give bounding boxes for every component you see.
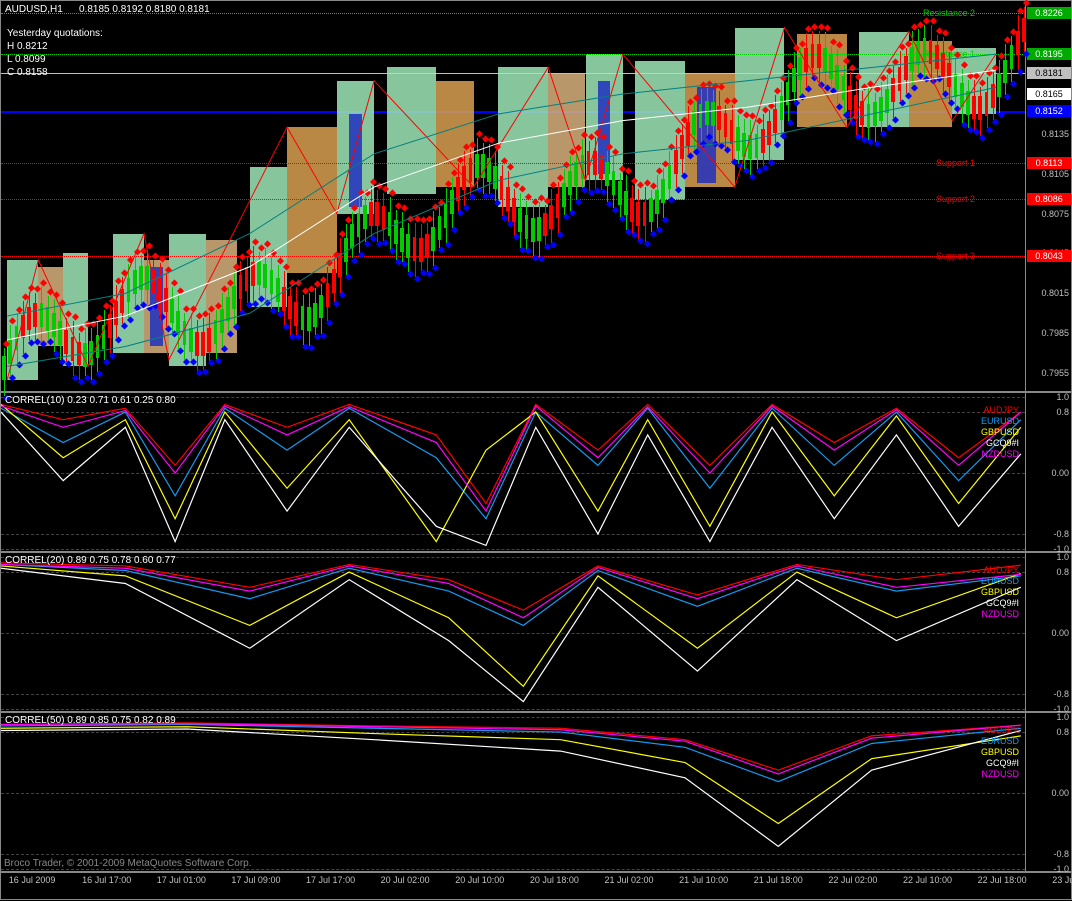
correl-legend: AUDJPYEURUSDGBPUSDGCQ9#INZDUSD xyxy=(981,725,1019,780)
correl20-title: CORREL(20) 0.89 0.75 0.78 0.60 0.77 xyxy=(5,555,176,566)
symbol-header: AUDUSD,H1 xyxy=(5,4,63,15)
correl10-title: CORREL(10) 0.23 0.71 0.61 0.25 0.80 xyxy=(5,395,176,406)
time-axis: 16 Jul 200916 Jul 17:0017 Jul 01:0017 Ju… xyxy=(0,872,1072,900)
correl50-panel[interactable]: -1.0-0.80.000.81.0 CORREL(50) 0.89 0.85 … xyxy=(0,712,1072,872)
correl50-title: CORREL(50) 0.89 0.85 0.75 0.82 0.89 xyxy=(5,715,176,726)
copyright: Broco Trader, © 2001-2009 MetaQuotes Sof… xyxy=(4,858,252,869)
correl10-panel[interactable]: -1.0-0.80.000.81.0 CORREL(10) 0.23 0.71 … xyxy=(0,392,1072,552)
correl-legend: AUDJPYEURUSDGBPUSDGCQ9#INZDUSD xyxy=(981,405,1019,460)
correl20-panel[interactable]: -1.0-0.80.000.81.0 CORREL(20) 0.89 0.75 … xyxy=(0,552,1072,712)
ohlc-header: 0.8185 0.8192 0.8180 0.8181 xyxy=(79,4,210,15)
main-price-chart[interactable]: Resistance 2Resistance 1Support 1Support… xyxy=(0,0,1072,392)
correl-legend: AUDJPYEURUSDGBPUSDGCQ9#INZDUSD xyxy=(981,565,1019,620)
yesterday-quotations: Yesterday quotations: H 0.8212 L 0.8099 … xyxy=(7,27,103,79)
